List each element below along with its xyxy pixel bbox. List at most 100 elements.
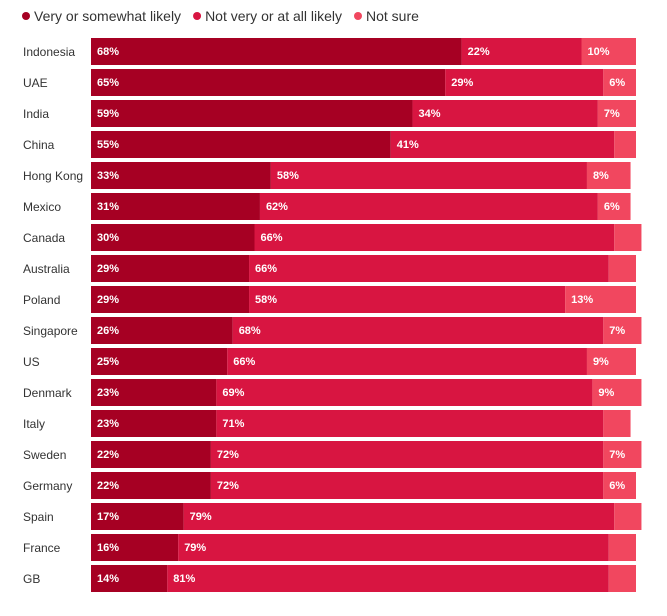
bar-australia-very-or-somewhat-likely (91, 255, 250, 282)
bar-label-australia-not-very-or-at-all-likely: 66% (255, 263, 277, 275)
legend-marker-not-very-or-at-all-likely (193, 12, 202, 20)
bar-label-gb-very-or-somewhat-likely: 14% (97, 573, 119, 585)
bar-label-canada-very-or-somewhat-likely: 30% (97, 232, 119, 244)
category-label-spain: Spain (23, 510, 54, 524)
bar-canada-not-very-or-at-all-likely (254, 224, 615, 251)
category-label-china: China (23, 138, 55, 152)
bar-label-poland-not-very-or-at-all-likely: 58% (255, 294, 277, 306)
bar-germany-not-very-or-at-all-likely (210, 472, 604, 499)
bar-label-australia-very-or-somewhat-likely: 29% (97, 263, 119, 275)
bar-germany-very-or-somewhat-likely (91, 472, 211, 499)
category-label-singapore: Singapore (23, 324, 78, 338)
category-label-hong-kong: Hong Kong (23, 169, 83, 183)
bar-label-uae-not-sure: 6% (609, 77, 625, 89)
bar-label-poland-not-sure: 13% (571, 294, 593, 306)
bar-label-indonesia-very-or-somewhat-likely: 68% (97, 46, 119, 58)
bar-label-denmark-very-or-somewhat-likely: 23% (97, 387, 119, 399)
bar-label-canada-not-very-or-at-all-likely: 66% (261, 232, 283, 244)
bar-label-us-not-very-or-at-all-likely: 66% (233, 356, 255, 368)
legend-marker-very-or-somewhat-likely (22, 12, 30, 20)
category-label-france: France (23, 541, 61, 555)
bar-us-very-or-somewhat-likely (91, 348, 228, 375)
bar-label-us-very-or-somewhat-likely: 25% (97, 356, 119, 368)
legend-label-not-very-or-at-all-likely: Not very or at all likely (205, 8, 342, 24)
bar-uae-very-or-somewhat-likely (91, 69, 446, 96)
bar-australia-not-sure (608, 255, 636, 282)
bar-label-italy-very-or-somewhat-likely: 23% (97, 418, 119, 430)
bar-spain-not-sure (614, 503, 642, 530)
bar-indonesia-very-or-somewhat-likely (91, 38, 462, 65)
bar-label-india-not-very-or-at-all-likely: 34% (419, 108, 441, 120)
category-label-uae: UAE (23, 76, 48, 90)
bar-spain-not-very-or-at-all-likely (183, 503, 615, 530)
category-label-denmark: Denmark (23, 386, 73, 400)
category-label-canada: Canada (23, 231, 65, 245)
bar-label-spain-not-very-or-at-all-likely: 79% (190, 511, 212, 523)
category-label-italy: Italy (23, 417, 45, 431)
bar-italy-not-sure (603, 410, 631, 437)
category-label-mexico: Mexico (23, 200, 61, 214)
bar-label-spain-very-or-somewhat-likely: 17% (97, 511, 119, 523)
bar-label-singapore-not-very-or-at-all-likely: 68% (239, 325, 261, 337)
bar-denmark-very-or-somewhat-likely (91, 379, 217, 406)
bar-hong-kong-very-or-somewhat-likely (91, 162, 271, 189)
bar-label-hong-kong-not-sure: 8% (593, 170, 609, 182)
bar-label-germany-very-or-somewhat-likely: 22% (97, 480, 119, 492)
bar-label-mexico-not-very-or-at-all-likely: 62% (266, 201, 288, 213)
bar-denmark-not-very-or-at-all-likely (216, 379, 593, 406)
bar-france-not-sure (608, 534, 636, 561)
bar-india-very-or-somewhat-likely (91, 100, 413, 127)
bar-label-italy-not-very-or-at-all-likely: 71% (222, 418, 244, 430)
category-label-india: India (23, 107, 49, 121)
bar-australia-not-very-or-at-all-likely (249, 255, 609, 282)
category-label-indonesia: Indonesia (23, 45, 75, 59)
bar-label-singapore-very-or-somewhat-likely: 26% (97, 325, 119, 337)
bar-label-germany-not-very-or-at-all-likely: 72% (217, 480, 239, 492)
bar-label-sweden-not-very-or-at-all-likely: 72% (217, 449, 239, 461)
bar-uae-not-sure (603, 69, 636, 96)
bar-label-indonesia-not-very-or-at-all-likely: 22% (468, 46, 490, 58)
bar-label-france-not-very-or-at-all-likely: 79% (184, 542, 206, 554)
bar-label-uae-very-or-somewhat-likely: 65% (97, 77, 119, 89)
bar-india-not-sure (597, 100, 636, 127)
bar-label-china-very-or-somewhat-likely: 55% (97, 139, 119, 151)
bar-us-not-very-or-at-all-likely (227, 348, 587, 375)
bar-label-mexico-not-sure: 6% (604, 201, 620, 213)
bar-mexico-not-sure (597, 193, 631, 220)
bar-label-indonesia-not-sure: 10% (588, 46, 610, 58)
bar-label-india-very-or-somewhat-likely: 59% (97, 108, 119, 120)
bar-indonesia-not-sure (581, 38, 636, 65)
bar-label-india-not-sure: 7% (604, 108, 620, 120)
bar-label-hong-kong-not-very-or-at-all-likely: 58% (277, 170, 299, 182)
bar-label-poland-very-or-somewhat-likely: 29% (97, 294, 119, 306)
bar-hong-kong-not-sure (586, 162, 631, 189)
bar-label-gb-not-very-or-at-all-likely: 81% (173, 573, 195, 585)
bar-gb-not-sure (608, 565, 636, 592)
bar-poland-very-or-somewhat-likely (91, 286, 250, 313)
category-label-germany: Germany (23, 479, 72, 493)
bar-label-singapore-not-sure: 7% (609, 325, 625, 337)
bar-label-denmark-not-very-or-at-all-likely: 69% (222, 387, 244, 399)
bar-france-not-very-or-at-all-likely (178, 534, 609, 561)
bar-china-not-sure (614, 131, 636, 158)
bar-mexico-not-very-or-at-all-likely (259, 193, 598, 220)
bar-germany-not-sure (603, 472, 636, 499)
bar-poland-not-very-or-at-all-likely (249, 286, 566, 313)
bar-india-not-very-or-at-all-likely (412, 100, 598, 127)
legend-label-very-or-somewhat-likely: Very or somewhat likely (34, 8, 181, 24)
legend-label-not-sure: Not sure (366, 8, 419, 24)
category-label-australia: Australia (23, 262, 70, 276)
bar-italy-not-very-or-at-all-likely (216, 410, 604, 437)
bar-canada-not-sure (614, 224, 642, 251)
bar-spain-very-or-somewhat-likely (91, 503, 184, 530)
bar-poland-not-sure (565, 286, 636, 313)
category-label-gb: GB (23, 572, 40, 586)
legend: Very or somewhat likely Not very or at al… (22, 8, 419, 24)
bar-singapore-not-very-or-at-all-likely (232, 317, 604, 344)
bar-label-china-not-very-or-at-all-likely: 41% (397, 139, 419, 151)
category-label-us: US (23, 355, 40, 369)
bar-sweden-very-or-somewhat-likely (91, 441, 211, 468)
bar-us-not-sure (586, 348, 636, 375)
bar-singapore-very-or-somewhat-likely (91, 317, 233, 344)
